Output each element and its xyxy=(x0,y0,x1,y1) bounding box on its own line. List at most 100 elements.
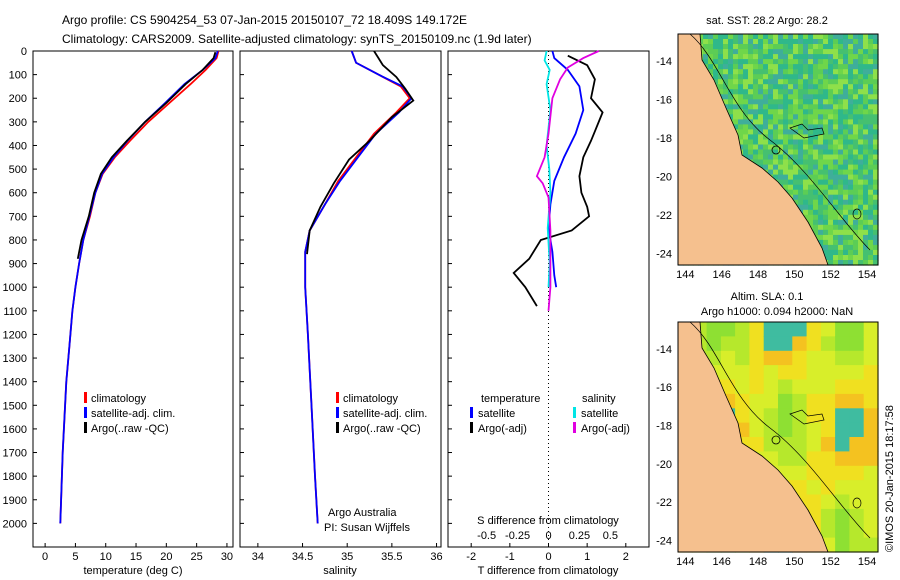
heatmap-cell xyxy=(835,408,850,424)
heatmap-cell xyxy=(735,336,750,352)
heatmap-cell xyxy=(849,480,865,496)
legend-label-t-argo: Argo(-adj) xyxy=(478,423,527,435)
heatmap-cell xyxy=(838,79,844,85)
heatmap-cell xyxy=(803,129,809,135)
heatmap-cell xyxy=(823,164,829,171)
heatmap-cell xyxy=(873,184,879,191)
temperature-panel-frame xyxy=(32,50,234,548)
series-line-climatology xyxy=(59,50,220,524)
heatmap-cell xyxy=(813,129,819,135)
heatmap-cell xyxy=(793,59,799,65)
heatmap-cell xyxy=(738,79,744,85)
heatmap-cell xyxy=(792,350,808,366)
heatmap-cell xyxy=(773,144,779,151)
heatmap-cell xyxy=(818,119,824,125)
heatmap-cell xyxy=(813,49,819,55)
heatmap-cell xyxy=(849,408,865,424)
heatmap-cell xyxy=(748,34,754,40)
heatmap-cell xyxy=(738,124,744,130)
heatmap-cell xyxy=(743,79,749,85)
legend-swatch-s-satellite xyxy=(573,407,576,418)
heatmap-cell xyxy=(773,164,779,171)
legend-swatch-climatology xyxy=(336,392,339,403)
heatmap-cell xyxy=(773,79,779,85)
heatmap-cell xyxy=(823,59,829,65)
heatmap-cell xyxy=(873,134,879,140)
heatmap-cell xyxy=(868,154,874,161)
heatmap-cell xyxy=(808,49,814,55)
heatmap-cell xyxy=(753,114,759,120)
heatmap-cell xyxy=(833,74,839,80)
heatmap-cell xyxy=(828,69,834,75)
heatmap-cell xyxy=(768,64,774,70)
heatmap-cell xyxy=(798,124,804,130)
heatmap-cell xyxy=(868,104,874,110)
heatmap-cell xyxy=(803,94,809,100)
heatmap-cell xyxy=(835,322,850,337)
heatmap-cell xyxy=(778,174,784,181)
heatmap-cell xyxy=(743,149,749,156)
heatmap-cell xyxy=(788,109,794,115)
heatmap-cell xyxy=(823,224,829,231)
heatmap-cell xyxy=(758,99,764,105)
lon-tick-label: 146 xyxy=(712,556,730,568)
heatmap-cell xyxy=(813,164,819,171)
heatmap-cell xyxy=(813,159,819,166)
heatmap-cell xyxy=(818,59,824,65)
heatmap-cell xyxy=(808,34,814,40)
heatmap-cell xyxy=(803,169,809,176)
heatmap-cell xyxy=(723,69,729,75)
heatmap-cell xyxy=(763,119,769,125)
heatmap-cell xyxy=(708,64,714,70)
heatmap-cell xyxy=(733,69,739,75)
heatmap-cell xyxy=(808,119,814,125)
heatmap-cell xyxy=(823,64,829,70)
heatmap-cell xyxy=(708,54,714,60)
heatmap-cell xyxy=(833,94,839,100)
heatmap-cell xyxy=(703,34,709,40)
heatmap-cell xyxy=(858,229,864,236)
heatmap-cell xyxy=(838,54,844,60)
heatmap-cell xyxy=(848,169,854,176)
heatmap-cell xyxy=(823,249,829,256)
heatmap-cell xyxy=(783,39,789,45)
heatmap-cell xyxy=(748,139,754,146)
heatmap-cell xyxy=(858,219,864,226)
heatmap-cell xyxy=(818,124,824,130)
heatmap-cell xyxy=(793,54,799,60)
lat-tick-label: -20 xyxy=(656,171,672,183)
x-tick-label: 25 xyxy=(191,551,203,563)
heatmap-cell xyxy=(833,39,839,45)
heatmap-cell xyxy=(838,149,844,156)
heatmap-cell xyxy=(853,109,859,115)
heatmap-cell xyxy=(848,164,854,171)
heatmap-cell xyxy=(853,99,859,105)
heatmap-cell xyxy=(738,109,744,115)
heatmap-cell xyxy=(728,79,734,85)
heatmap-cell xyxy=(763,69,769,75)
heatmap-cell xyxy=(718,74,724,80)
heatmap-cell xyxy=(748,49,754,55)
heatmap-cell xyxy=(783,169,789,176)
heatmap-cell xyxy=(798,139,804,146)
heatmap-cell xyxy=(803,124,809,130)
heatmap-cell xyxy=(858,194,864,201)
heatmap-cell xyxy=(753,54,759,60)
heatmap-cell xyxy=(698,34,704,40)
heatmap-cell xyxy=(868,84,874,90)
heatmap-cell xyxy=(863,199,869,206)
heatmap-cell xyxy=(863,89,869,95)
heatmap-cell xyxy=(873,104,879,110)
heatmap-cell xyxy=(868,229,874,236)
heatmap-cell xyxy=(873,49,879,55)
heatmap-cell xyxy=(788,49,794,55)
heatmap-cell xyxy=(768,109,774,115)
lat-tick-label: -18 xyxy=(656,421,672,433)
heatmap-cell xyxy=(823,69,829,75)
heatmap-cell xyxy=(753,39,759,45)
heatmap-cell xyxy=(768,94,774,100)
series-line-climatology xyxy=(304,50,411,524)
heatmap-cell xyxy=(858,69,864,75)
heatmap-cell xyxy=(792,422,808,438)
heatmap-cell xyxy=(823,34,829,40)
